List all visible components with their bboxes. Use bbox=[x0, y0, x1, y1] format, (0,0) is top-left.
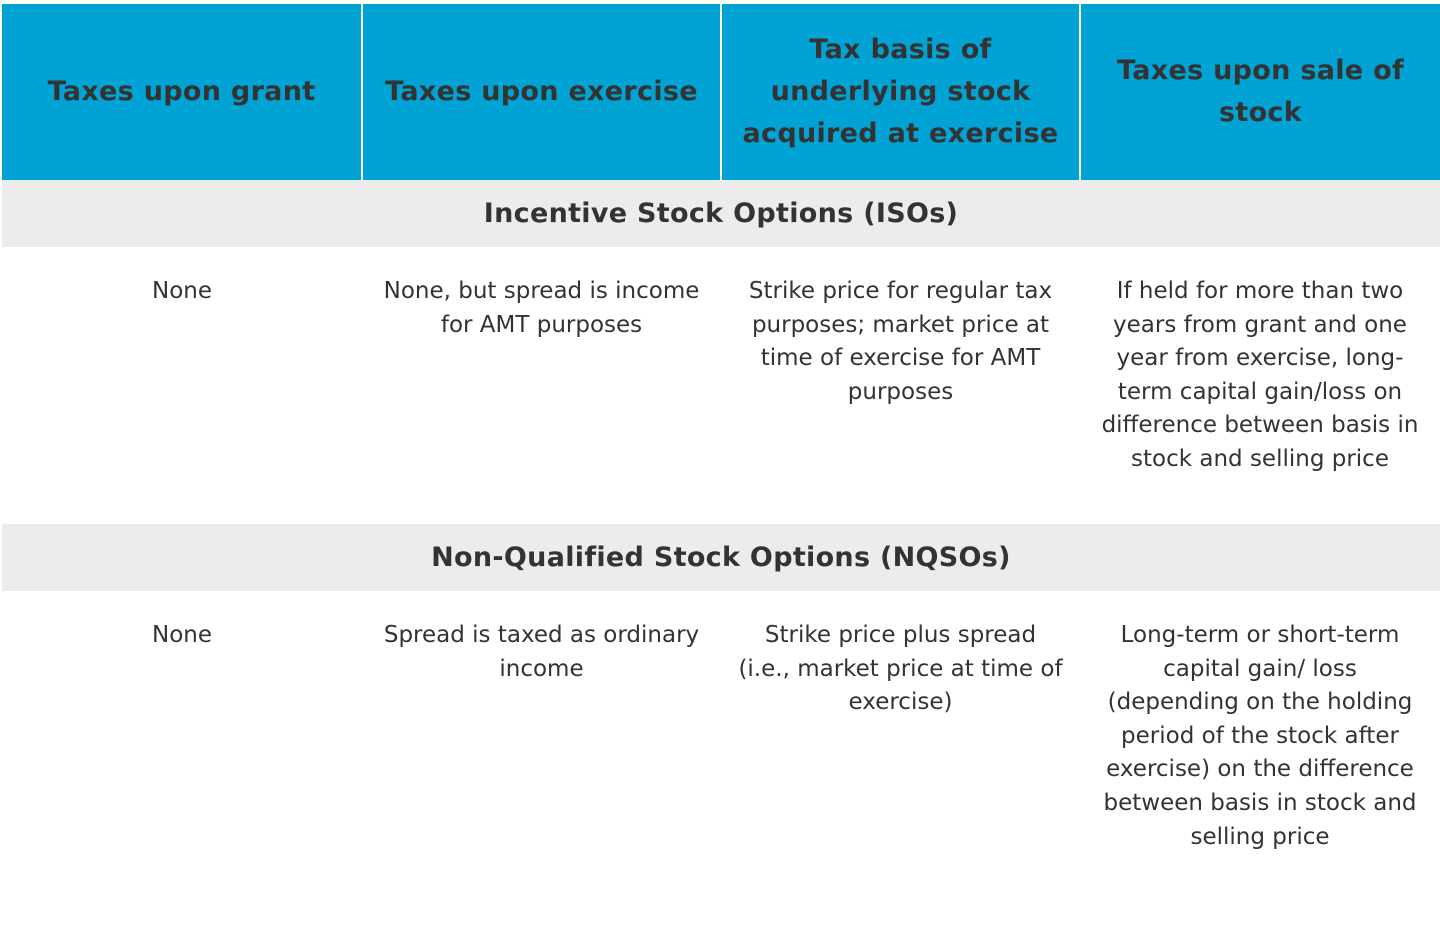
table-row-nqsos: None Spread is taxed as ordinary income … bbox=[2, 591, 1440, 934]
section-row-nqsos: Non-Qualified Stock Options (NQSOs) bbox=[2, 524, 1440, 591]
cell-nqsos-basis: Strike price plus spread (i.e., market p… bbox=[738, 622, 1063, 716]
header-taxes-upon-exercise: Taxes upon exercise bbox=[361, 4, 721, 180]
header-taxes-upon-grant: Taxes upon grant bbox=[2, 4, 362, 180]
cell-isos-basis: Strike price for regular tax purposes; m… bbox=[748, 278, 1053, 405]
header-tax-basis: Tax basis of underlying stock acquired a… bbox=[720, 4, 1080, 180]
cell-isos-exercise: None, but spread is income for AMT purpo… bbox=[383, 278, 700, 338]
cell-nqsos-sale: Long-term or short-term capital gain/ lo… bbox=[1103, 622, 1417, 850]
table-header-row: Taxes upon grant Taxes upon exercise Tax… bbox=[2, 4, 1440, 180]
section-title-isos: Incentive Stock Options (ISOs) bbox=[2, 180, 1440, 247]
cell-isos-grant: None bbox=[151, 278, 212, 304]
section-row-isos: Incentive Stock Options (ISOs) bbox=[2, 180, 1440, 247]
section-title-nqsos: Non-Qualified Stock Options (NQSOs) bbox=[2, 524, 1440, 591]
cell-nqsos-grant: None bbox=[151, 622, 212, 648]
stock-options-tax-table: Taxes upon grant Taxes upon exercise Tax… bbox=[2, 4, 1440, 934]
header-taxes-upon-sale: Taxes upon sale of stock bbox=[1079, 4, 1440, 180]
table-row-isos: None None, but spread is income for AMT … bbox=[2, 247, 1440, 524]
cell-isos-sale: If held for more than two years from gra… bbox=[1101, 278, 1419, 472]
cell-nqsos-exercise: Spread is taxed as ordinary income bbox=[383, 622, 700, 682]
